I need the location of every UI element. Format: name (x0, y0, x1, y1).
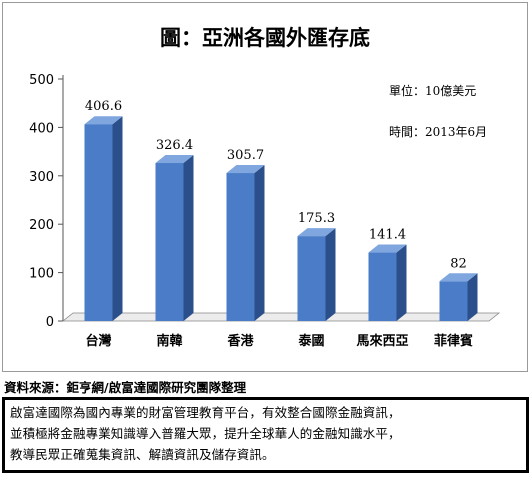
x-tick-label: 泰國 (297, 333, 324, 349)
bar-top (226, 165, 265, 174)
note-line: 啟富達國際為國內專業的財富管理教育平台，有效整合國際金融資訊， (10, 405, 401, 420)
data-label: 326.4 (156, 138, 193, 153)
note-line: 並積極將金融專業知識導入普羅大眾，提升全球華人的金融知識水平， (10, 426, 401, 441)
bar-side (254, 165, 265, 321)
y-tick-label: 400 (29, 121, 54, 136)
x-tick-label: 菲律賓 (434, 333, 473, 349)
bar-top (297, 228, 336, 237)
bar-side (325, 228, 336, 321)
data-label: 82 (450, 256, 467, 271)
chart-title: 圖：亞洲各國外匯存底 (160, 26, 370, 50)
bar-top (84, 116, 123, 125)
y-tick-label: 200 (29, 218, 54, 233)
data-label: 141.4 (369, 228, 406, 243)
time-note: 時間：2013年6月 (389, 125, 487, 139)
x-tick-label: 馬來西亞 (356, 333, 408, 349)
bar-chart: 圖：亞洲各國外匯存底 單位：10億美元 時間：2013年6月 0 100 200 30… (29, 26, 501, 349)
bar-side (183, 155, 194, 321)
bar-side (396, 244, 407, 321)
x-tick-label: 香港 (226, 333, 254, 349)
labels: 0 100 200 300 400 500 406.6 台灣 326.4 南韓 305.7 香港 175… (29, 73, 473, 349)
note-text: 啟富達國際為國內專業的財富管理教育平台，有效整合國際金融資訊， 並積極將金融專業… (10, 402, 526, 465)
x-tick-label: 南韓 (156, 333, 182, 349)
bar-side (467, 273, 478, 321)
data-label: 305.7 (227, 148, 264, 163)
y-tick-label: 300 (29, 170, 54, 185)
chart-panel: 圖：亞洲各國外匯存底 單位：10億美元 時間：2013年6月 0 100 200 30… (2, 2, 528, 372)
bar (297, 236, 326, 321)
bar (226, 173, 255, 321)
x-tick-label: 台灣 (85, 333, 111, 349)
y-tick-label: 500 (29, 73, 54, 88)
y-tick-label: 100 (29, 267, 54, 282)
bar-side (112, 116, 123, 321)
bar-top (155, 155, 194, 164)
bar (368, 252, 397, 321)
bars (84, 116, 478, 321)
note-box: 啟富達國際為國內專業的財富管理教育平台，有效整合國際金融資訊， 並積極將金融專業… (2, 397, 529, 473)
y-tick-label: 0 (46, 315, 54, 330)
chart-floor (61, 312, 501, 322)
unit-note: 單位：10億美元 (389, 83, 476, 98)
bar-top (439, 273, 478, 282)
data-label: 175.3 (298, 211, 335, 226)
note-line: 教導民眾正確蒐集資訊、解讀資訊及儲存資訊。 (10, 447, 275, 462)
data-label: 406.6 (85, 99, 122, 114)
bar (155, 163, 184, 321)
bar (84, 124, 113, 321)
axes (58, 75, 501, 322)
bar-top (368, 244, 407, 253)
bar (439, 281, 468, 321)
source-citation: 資料來源：鉅亨網/啟富達國際研究團隊整理 (4, 380, 247, 395)
